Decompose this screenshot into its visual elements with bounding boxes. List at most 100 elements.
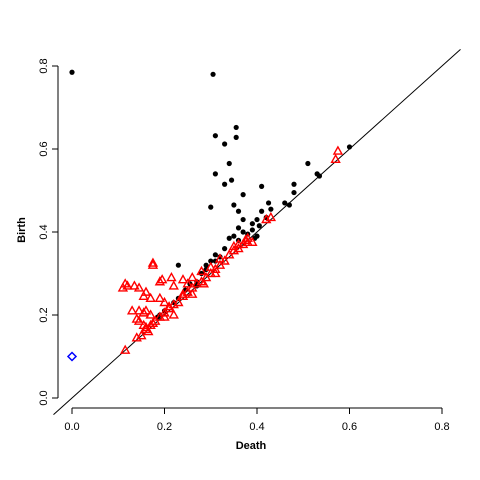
data-point-dim0 (233, 134, 239, 140)
data-point-dim0 (265, 200, 272, 206)
y-tick-label: 0.4 (38, 224, 50, 239)
data-point-dim0 (222, 246, 228, 252)
data-point-dim0 (259, 183, 265, 189)
data-point-dim1 (332, 145, 344, 155)
data-point-dim0 (210, 71, 216, 77)
data-point-dim1 (145, 309, 156, 319)
data-point-dim1 (261, 213, 272, 224)
data-point-dim1 (168, 298, 179, 309)
data-point-dim1 (265, 211, 277, 222)
data-point-dim0 (240, 229, 246, 235)
data-point-dim0 (316, 173, 323, 179)
data-point-dim1 (182, 286, 193, 296)
data-point-dim1 (182, 278, 193, 288)
data-point-dim1 (138, 290, 149, 300)
x-axis-title: Death (236, 440, 267, 452)
x-tick-label: 0.4 (249, 421, 264, 433)
x-tick-label: 0.6 (342, 421, 357, 433)
data-point-dim0 (226, 235, 232, 241)
data-point-dim0 (305, 160, 311, 167)
data-point-dim1 (145, 319, 156, 330)
data-point-dim1 (133, 315, 145, 325)
y-tick-label: 0.2 (38, 307, 50, 322)
data-point-dim0 (240, 216, 246, 223)
y-axis-title: Birth (16, 217, 28, 243)
data-point-dim1 (154, 292, 166, 303)
data-point-dim0 (175, 262, 181, 268)
data-point-dim0 (235, 225, 242, 231)
data-point-dim1 (198, 278, 209, 288)
data-point-dim1 (147, 257, 159, 267)
data-point-dim1 (166, 272, 177, 282)
data-point-dim0 (233, 124, 239, 131)
data-point-dim0 (222, 141, 228, 147)
data-point-dim1 (163, 303, 175, 313)
data-point-dim1 (145, 292, 156, 303)
data-point-dim0 (235, 208, 242, 214)
data-point-dim0 (231, 202, 237, 208)
data-point-dim1 (205, 261, 216, 271)
data-point-dim1 (120, 344, 131, 354)
data-point-dim0 (346, 144, 353, 150)
data-point-dim1 (122, 280, 133, 290)
data-point-dim1 (196, 265, 207, 276)
data-point-dim0 (259, 208, 265, 214)
diagonal-reference-line (53, 49, 461, 415)
data-point-dim1 (240, 234, 251, 244)
data-point-dim1 (126, 305, 138, 315)
data-point-dim1 (187, 272, 198, 282)
y-tick-label: 0.6 (38, 141, 50, 156)
data-point-dim1 (168, 280, 179, 290)
x-tick-label: 0.8 (434, 421, 449, 433)
data-point-dim0 (286, 202, 292, 208)
data-point-dim1 (133, 282, 145, 292)
data-point-dim1 (131, 332, 142, 342)
plot-area (53, 49, 461, 415)
data-point-dim0 (222, 181, 228, 187)
data-point-dim0 (291, 181, 297, 187)
data-point-dim1 (191, 278, 203, 288)
data-point-dim0 (268, 206, 274, 212)
data-point-dim0 (212, 171, 218, 177)
data-point-dim0 (249, 227, 255, 233)
data-point-dim0 (249, 221, 255, 227)
data-point-dim0 (208, 204, 214, 210)
data-point-dim0 (231, 233, 237, 239)
data-point-dim1 (159, 311, 170, 321)
data-point-dim0 (208, 258, 214, 264)
axes: 0.0 0.2 0.4 0.6 0.8 0.0 0.2 0.4 0.6 0.8 (38, 58, 450, 433)
data-point-dim0 (256, 223, 262, 229)
data-point-dim1 (159, 296, 170, 307)
data-point-dim1 (187, 288, 198, 298)
data-point-dim1 (120, 278, 131, 288)
data-point-dim0 (228, 177, 235, 183)
data-point-dim1 (177, 288, 189, 298)
data-point-dim1 (138, 307, 149, 317)
data-point-dim1 (163, 301, 175, 311)
data-point-dim2 (66, 351, 78, 362)
data-point-dim0 (226, 160, 232, 167)
data-point-dim0 (240, 192, 246, 198)
data-point-dim0 (254, 216, 260, 223)
data-point-dim1 (214, 253, 226, 263)
data-point-dim0 (203, 262, 209, 268)
data-point-dim1 (330, 153, 341, 164)
data-point-dim1 (173, 296, 184, 307)
y-tick-label: 0.8 (38, 58, 50, 73)
data-point-dim1 (147, 259, 159, 269)
data-point-dim1 (210, 267, 221, 278)
data-point-dim1 (168, 309, 179, 319)
x-tick-label: 0.0 (64, 421, 79, 433)
y-tick-label: 0.0 (38, 390, 50, 405)
data-point-dim1 (242, 232, 253, 242)
data-point-dim1 (154, 276, 166, 286)
data-point-dim1 (159, 307, 170, 317)
data-point-dim1 (129, 280, 140, 290)
data-point-dim1 (143, 325, 154, 336)
data-point-dim1 (214, 259, 226, 269)
data-point-dim1 (224, 249, 235, 259)
data-point-dim0 (254, 233, 260, 239)
data-point-dim1 (177, 274, 189, 284)
